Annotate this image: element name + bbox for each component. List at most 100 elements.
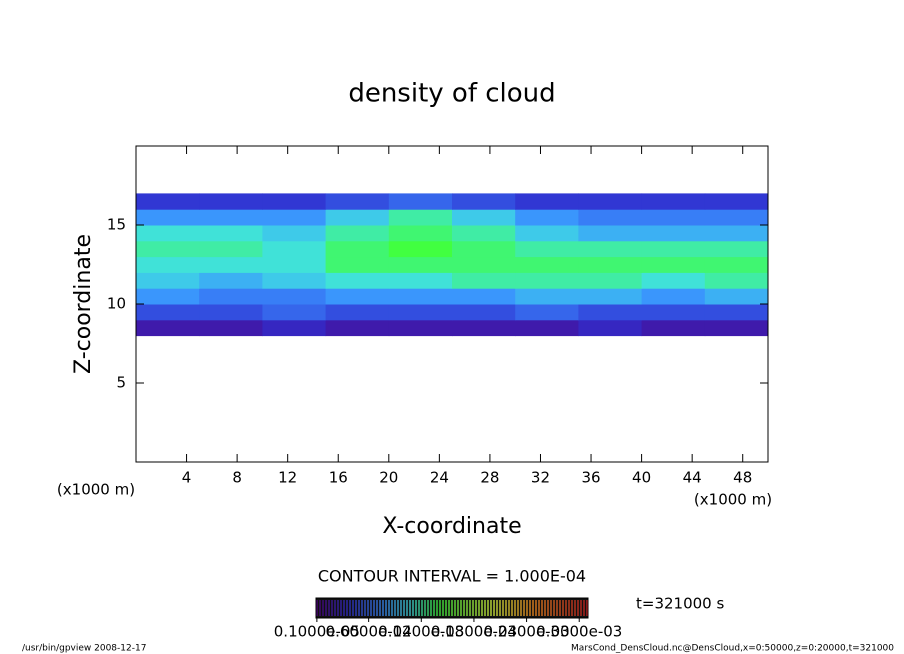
heat-cell [578, 193, 643, 210]
heat-cell [578, 304, 643, 321]
colorbar-tick-label: 0.1000e-05 [274, 623, 360, 641]
heat-cell [515, 288, 579, 305]
heat-cell [388, 272, 453, 289]
heat-cell [704, 193, 769, 210]
heat-cell [641, 193, 706, 210]
x-tick-label: 44 [683, 469, 702, 487]
heat-cell [262, 225, 327, 242]
heat-cell [578, 256, 643, 273]
heat-cell [136, 304, 200, 321]
heat-cell [136, 240, 200, 258]
heat-cell [578, 272, 643, 289]
heat-cell [641, 225, 706, 242]
heat-cell [388, 256, 453, 273]
heat-cell [452, 288, 516, 305]
heat-cell [136, 193, 200, 210]
heat-cell [388, 209, 453, 226]
y-tick-label: 15 [107, 216, 126, 234]
heat-cell [325, 240, 390, 258]
heat-cell [136, 272, 200, 289]
heat-cell [452, 209, 516, 226]
x-tick-label: 16 [329, 469, 348, 487]
colorbar-tick-label: 0.1800e-03 [431, 623, 517, 641]
y-tick-label: 10 [107, 295, 126, 313]
y-axis-unit: (x1000 m) [57, 481, 135, 499]
heat-cell [136, 288, 200, 305]
heat-cell [388, 304, 453, 321]
heat-cell [388, 240, 453, 258]
heat-cell [388, 319, 453, 337]
heat-cell [325, 319, 390, 337]
heat-cell [136, 319, 200, 337]
heat-cell [262, 304, 327, 321]
chart-title: density of cloud [348, 79, 555, 109]
heat-cell [325, 288, 390, 305]
x-tick-label: 36 [581, 469, 600, 487]
x-axis-label: X-coordinate [382, 514, 521, 539]
heat-cell [704, 225, 769, 242]
heat-cell [704, 209, 769, 226]
footer-left: /usr/bin/gpview 2008-12-17 [22, 644, 146, 654]
x-tick-label: 8 [232, 469, 242, 487]
heat-cell [704, 256, 769, 273]
colorbar-tick-label: 0.2400e-03 [483, 623, 569, 641]
heat-cell [199, 256, 263, 273]
heat-cell [641, 240, 706, 258]
heat-cell [325, 304, 390, 321]
heat-cell [325, 256, 390, 273]
heat-cell [704, 319, 769, 337]
heat-cell [704, 304, 769, 321]
heat-cell [325, 272, 390, 289]
heat-cell [325, 209, 390, 226]
heat-cell [199, 209, 263, 226]
colorbar-frame [315, 597, 589, 619]
heat-cell [515, 256, 579, 273]
x-tick-label: 32 [531, 469, 550, 487]
heat-cell [262, 272, 327, 289]
heat-cell [199, 319, 263, 337]
heat-cell [262, 319, 327, 337]
heat-cell [578, 225, 643, 242]
heat-cell [325, 225, 390, 242]
heat-cell [515, 304, 579, 321]
x-tick-label: 28 [480, 469, 499, 487]
heat-cell [515, 209, 579, 226]
heat-cell [136, 225, 200, 242]
heat-cell [136, 209, 200, 226]
heat-cell [641, 319, 706, 337]
heat-cell [136, 256, 200, 273]
heat-cell [388, 225, 453, 242]
heat-cell [199, 225, 263, 242]
heat-cell [199, 288, 263, 305]
heat-cell [452, 256, 516, 273]
contour-note: CONTOUR INTERVAL = 1.000E-04 [318, 567, 586, 586]
x-tick-label: 12 [278, 469, 297, 487]
y-axis-label: Z-coordinate [71, 234, 96, 374]
heat-cell [641, 288, 706, 305]
colorbar-tick-label: 0.3000e-03 [536, 623, 622, 641]
heat-cell [641, 272, 706, 289]
x-tick-label: 4 [182, 469, 192, 487]
colorbar-tick-label: 0.6000e-04 [326, 623, 412, 641]
heat-cell [199, 304, 263, 321]
heat-cell [515, 272, 579, 289]
heat-cell [641, 304, 706, 321]
heat-cell [452, 304, 516, 321]
x-tick-label: 20 [379, 469, 398, 487]
heat-cell [262, 209, 327, 226]
heat-cell [262, 288, 327, 305]
heat-cell [199, 193, 263, 210]
footer-right: MarsCond_DensCloud.nc@DensCloud,x=0:5000… [571, 644, 894, 654]
heat-cell [452, 240, 516, 258]
x-axis-unit: (x1000 m) [694, 491, 772, 509]
heat-cell [704, 240, 769, 258]
heat-cell [452, 272, 516, 289]
x-tick-label: 48 [733, 469, 752, 487]
heat-cell [452, 193, 516, 210]
heat-cell [578, 288, 643, 305]
heat-cell [262, 193, 327, 210]
y-tick-label: 5 [116, 374, 126, 392]
heat-cell [641, 256, 706, 273]
heat-cell [578, 319, 643, 337]
